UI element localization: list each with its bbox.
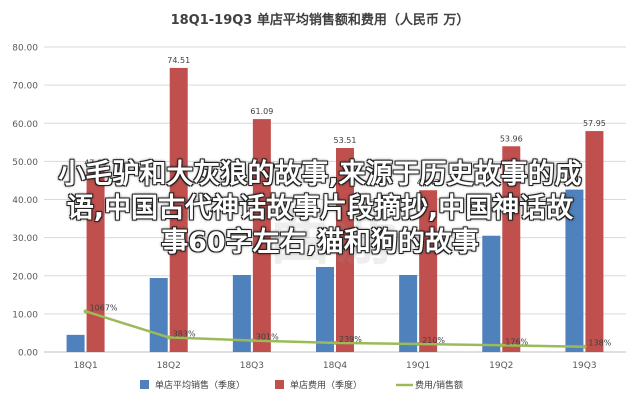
sales-bar: [232, 274, 251, 352]
watermark: 西游: [268, 200, 401, 273]
overlay-line-2: 语,中国古代神话故事片段摘抄,中国神话故: [66, 193, 574, 224]
ratio-point: [333, 340, 337, 345]
sales-bar: [482, 235, 501, 352]
sales-bar: [316, 266, 334, 352]
y-tick-label: 40.00: [12, 196, 38, 206]
sales-bar: [66, 334, 85, 352]
ratio-point: [582, 344, 587, 349]
ratio-label: 239%: [339, 335, 362, 344]
legend-label: 单店平均销售（季度）: [155, 379, 245, 391]
y-tick-label: 60.00: [12, 120, 38, 130]
cost-bar: [169, 67, 188, 352]
ratio-label: 383%: [173, 329, 196, 338]
x-tick-label: 18Q3: [240, 361, 264, 371]
y-tick-label: 10.00: [12, 310, 38, 320]
ratio-label: 1067%: [90, 303, 118, 312]
x-tick-label: 18Q1: [73, 361, 97, 371]
chart-title: 18Q1-19Q3 单店平均销售额和费用（人民币 万）: [171, 12, 470, 28]
ratio-label: 301%: [256, 333, 279, 342]
legend-label: 费用/销售额: [415, 379, 463, 391]
cost-bar-label: 61.09: [250, 107, 273, 116]
cost-bar: [252, 119, 271, 352]
cost-bar: [419, 190, 438, 352]
cost-bar: [585, 131, 604, 352]
sales-bar: [399, 274, 418, 352]
ratio-label: 176%: [505, 337, 528, 346]
legend-swatch: [140, 380, 149, 389]
y-tick-label: 70.00: [12, 82, 38, 92]
y-tick-label: 0.00: [18, 349, 38, 359]
x-tick-label: 19Q2: [489, 361, 513, 371]
ratio-point: [249, 338, 254, 343]
cost-bar-label: 53.96: [500, 134, 523, 143]
ratio-label: 210%: [422, 336, 445, 345]
legend-label: 单店费用（季度）: [290, 379, 362, 391]
ratio-point: [499, 343, 504, 348]
sales-bar: [565, 189, 584, 352]
ratio-point: [166, 335, 171, 340]
x-tick-label: 19Q3: [572, 361, 596, 371]
cost-bar-label: 57.95: [583, 119, 606, 128]
cost-bar-label: 47.63: [84, 158, 107, 167]
ratio-point: [83, 309, 88, 314]
cost-bar-label: 53.51: [334, 136, 357, 145]
x-tick-label: 18Q2: [157, 361, 181, 371]
cost-bar-label: 42.43: [417, 178, 440, 187]
overlay-line-1: 小毛驴和大灰狼的故事,来源于历史故事的成: [58, 159, 582, 190]
x-tick-label: 19Q1: [406, 361, 430, 371]
y-tick-label: 30.00: [12, 234, 38, 244]
y-tick-label: 20.00: [12, 272, 38, 282]
overlay-caption: 小毛驴和大灰狼的故事,来源于历史故事的成 语,中国古代神话故事片段摘抄,中国神话…: [8, 158, 632, 260]
sales-bar: [149, 278, 168, 352]
legend-swatch: [275, 380, 284, 389]
overlay-line-3: 事60字左右,猫和狗的故事: [161, 227, 479, 258]
cost-bar: [336, 147, 354, 352]
y-tick-label: 80.00: [12, 44, 38, 54]
x-tick-label: 18Q4: [323, 361, 348, 371]
cost-bar-label: 74.51: [167, 56, 190, 65]
ratio-label: 138%: [588, 339, 611, 348]
y-tick-label: 50.00: [12, 158, 38, 168]
ratio-point: [416, 341, 421, 346]
cost-bar: [502, 146, 521, 352]
cost-bar: [86, 170, 105, 352]
